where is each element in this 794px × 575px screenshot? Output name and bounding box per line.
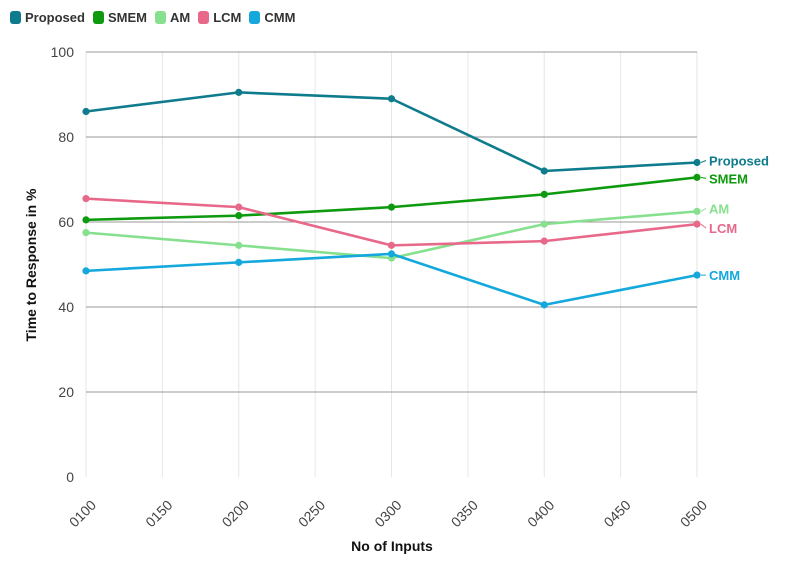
end-label-connector bbox=[700, 176, 707, 179]
data-point-proposed bbox=[82, 107, 90, 116]
legend: Proposed SMEM AM LCM CMM bbox=[10, 10, 295, 25]
x-tick-label: 0150 bbox=[142, 497, 175, 530]
end-label-connector bbox=[700, 223, 707, 229]
data-point-am bbox=[540, 220, 548, 228]
legend-item-lcm[interactable]: LCM bbox=[198, 10, 241, 25]
data-point-smem bbox=[387, 203, 396, 211]
legend-label-cmm: CMM bbox=[264, 10, 296, 25]
legend-swatch-cmm bbox=[249, 11, 261, 24]
legend-swatch-lcm bbox=[198, 11, 210, 24]
data-point-lcm bbox=[235, 203, 243, 211]
x-tick-label: 0300 bbox=[371, 497, 404, 530]
end-label-cmm: CMM bbox=[709, 268, 740, 283]
data-point-proposed bbox=[387, 95, 396, 103]
x-tick-label: 0200 bbox=[219, 497, 252, 530]
x-tick-label: 0500 bbox=[677, 497, 710, 530]
legend-item-proposed[interactable]: Proposed bbox=[10, 10, 85, 25]
end-label-proposed: Proposed bbox=[709, 154, 769, 169]
legend-item-am[interactable]: AM bbox=[154, 10, 191, 25]
y-tick-label: 60 bbox=[58, 214, 74, 230]
x-axis-title: No of Inputs bbox=[351, 538, 433, 554]
end-label-lcm: LCM bbox=[709, 221, 737, 236]
data-point-lcm bbox=[387, 241, 396, 249]
y-tick-label: 20 bbox=[58, 384, 74, 400]
data-point-am bbox=[82, 229, 90, 237]
legend-label-proposed: Proposed bbox=[25, 10, 85, 25]
data-point-cmm bbox=[387, 250, 396, 258]
data-point-cmm bbox=[540, 301, 548, 309]
end-label-am: AM bbox=[709, 201, 729, 216]
legend-item-smem[interactable]: SMEM bbox=[92, 10, 147, 25]
data-point-cmm bbox=[235, 258, 243, 266]
x-tick-label: 0100 bbox=[66, 497, 99, 530]
end-label-connector bbox=[700, 207, 707, 212]
legend-label-smem: SMEM bbox=[107, 10, 147, 25]
data-point-proposed bbox=[693, 158, 701, 167]
legend-swatch-smem bbox=[92, 11, 104, 24]
x-tick-label: 0350 bbox=[448, 497, 481, 530]
data-point-am bbox=[235, 241, 243, 249]
data-point-lcm bbox=[82, 195, 90, 203]
x-tick-label: 0450 bbox=[600, 497, 633, 530]
y-tick-label: 40 bbox=[58, 299, 74, 315]
x-tick-label: 0250 bbox=[295, 497, 328, 530]
data-point-smem bbox=[693, 173, 701, 181]
data-point-cmm bbox=[82, 267, 90, 275]
legend-label-am: AM bbox=[169, 10, 191, 25]
legend-swatch-proposed bbox=[10, 11, 21, 24]
legend-item-cmm[interactable]: CMM bbox=[249, 10, 295, 25]
y-axis-title: Time to Response in % bbox=[23, 188, 39, 342]
data-point-proposed bbox=[235, 88, 243, 96]
data-point-am bbox=[693, 207, 701, 215]
data-point-lcm bbox=[540, 237, 548, 245]
data-point-lcm bbox=[693, 220, 701, 228]
legend-label-lcm: LCM bbox=[213, 10, 242, 25]
data-point-smem bbox=[235, 212, 243, 220]
data-point-proposed bbox=[540, 167, 548, 175]
y-tick-label: 100 bbox=[51, 44, 75, 60]
y-tick-label: 0 bbox=[66, 469, 74, 485]
data-point-smem bbox=[82, 216, 90, 224]
end-label-smem: SMEM bbox=[709, 171, 748, 186]
legend-swatch-am bbox=[154, 11, 166, 24]
data-point-cmm bbox=[693, 271, 701, 279]
y-tick-label: 80 bbox=[58, 129, 74, 145]
end-label-connector bbox=[700, 160, 707, 163]
x-tick-label: 0400 bbox=[524, 497, 557, 530]
data-point-smem bbox=[540, 190, 548, 198]
